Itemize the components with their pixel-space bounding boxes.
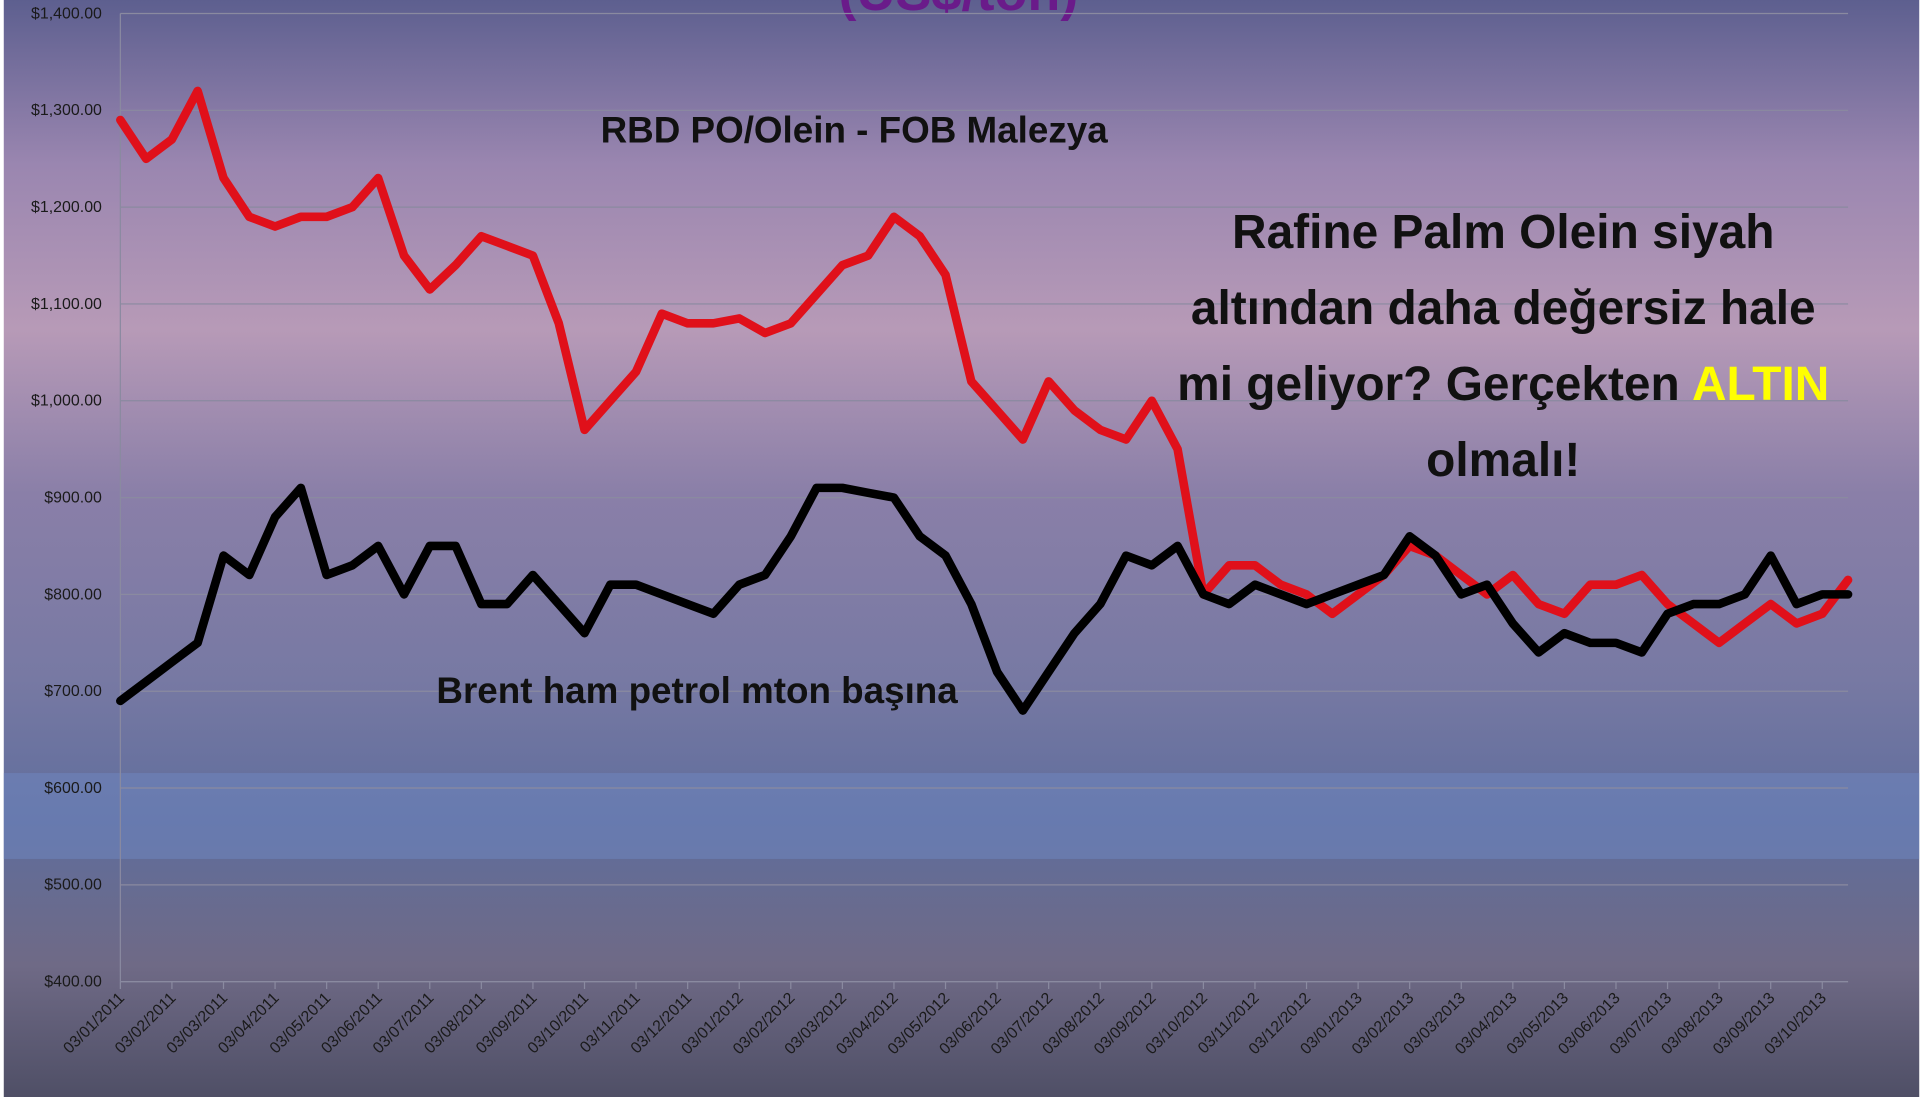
annotation-line: mi geliyor? Gerçekten ALTIN — [1177, 358, 1829, 411]
y-tick-label: $900.00 — [44, 489, 102, 506]
water — [3, 773, 1920, 859]
y-tick-label: $1,000.00 — [31, 393, 102, 410]
annotation-line: Rafine Palm Olein siyah — [1232, 206, 1774, 259]
y-tick-label: $600.00 — [44, 780, 102, 797]
series-line — [116, 483, 1853, 715]
annotation-text: olmalı! — [1426, 434, 1580, 487]
series-label: RBD PO/Olein - FOB Malezya — [601, 109, 1109, 150]
annotation-line: olmalı! — [1426, 434, 1580, 487]
y-tick-label: $1,200.00 — [31, 199, 102, 216]
y-tick-label: $700.00 — [44, 683, 102, 700]
y-tick-label: $400.00 — [44, 974, 102, 991]
annotation-text: Rafine Palm Olein siyah — [1232, 206, 1774, 259]
annotation-text: mi geliyor? Gerçekten — [1177, 358, 1680, 411]
background — [3, 0, 1920, 1097]
series-label: Brent ham petrol mton başına — [436, 670, 958, 711]
y-tick-label: $1,100.00 — [31, 296, 102, 313]
series-line — [116, 86, 1853, 648]
y-tick-label: $500.00 — [44, 877, 102, 894]
y-tick-label: $1,300.00 — [31, 102, 102, 119]
annotation-highlight: ALTIN — [1692, 358, 1829, 411]
y-tick-label: $1,400.00 — [31, 5, 102, 22]
annotation-line: altından daha değersiz hale — [1191, 282, 1816, 335]
annotation-text: altından daha değersiz hale — [1191, 282, 1816, 335]
y-tick-label: $800.00 — [44, 586, 102, 603]
chart-title: (US$/ton) — [838, 0, 1078, 22]
